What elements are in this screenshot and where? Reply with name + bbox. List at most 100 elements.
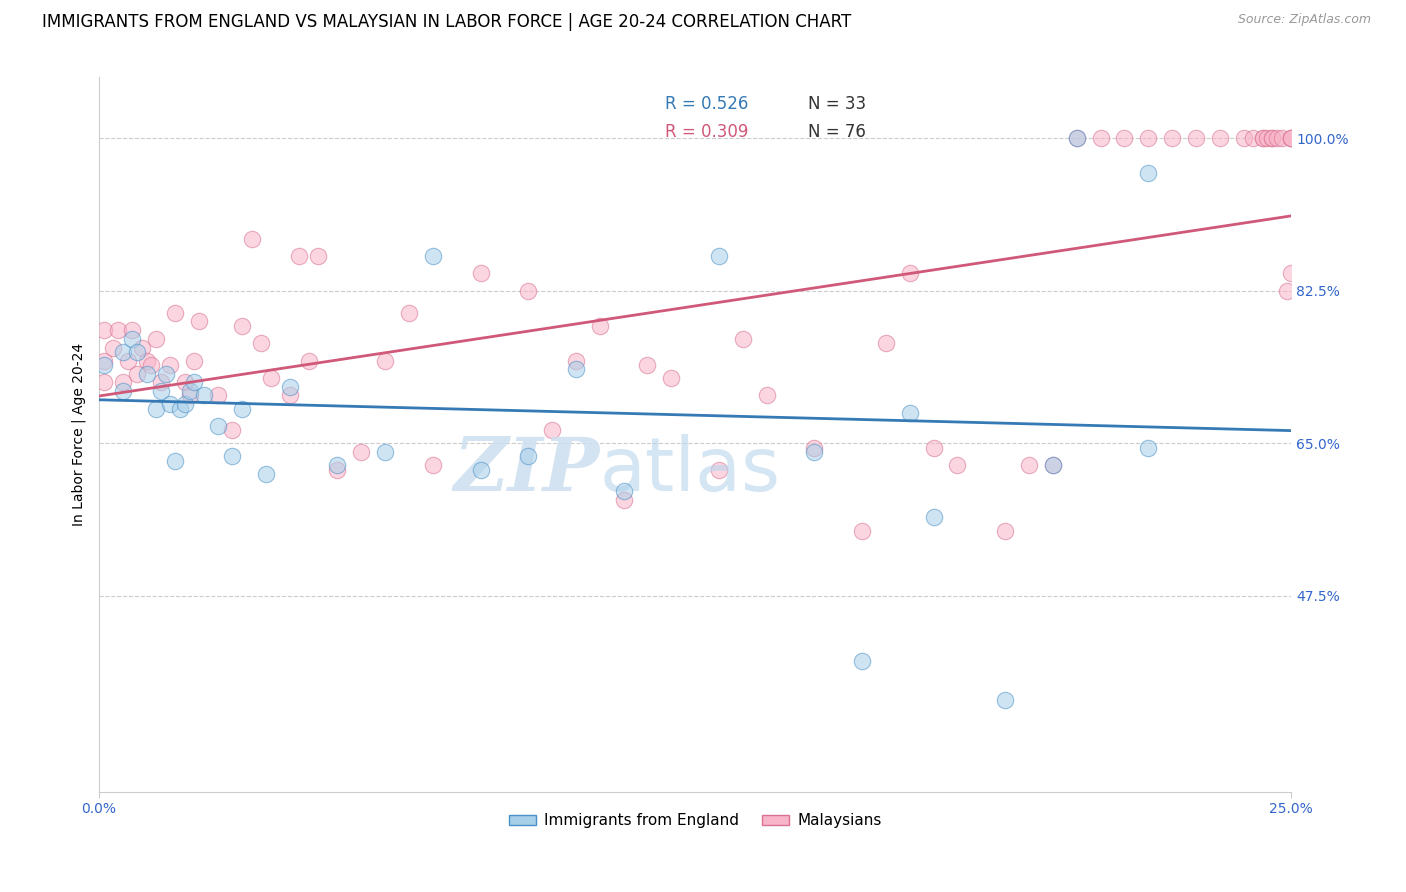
Point (179, 388, 201, 402)
Point (149, 376, 172, 390)
Point (1042, 458, 1064, 473)
Point (1042, 458, 1064, 473)
Point (398, 306, 420, 320)
Point (121, 332, 143, 346)
Point (169, 401, 191, 416)
Point (1137, 441, 1160, 455)
Point (111, 384, 134, 398)
Point (278, 380, 301, 394)
Point (93, 323, 115, 337)
Point (707, 462, 730, 476)
Y-axis label: In Labor Force | Age 20-24: In Labor Force | Age 20-24 (72, 343, 86, 526)
Point (374, 353, 396, 368)
Text: N = 76: N = 76 (808, 123, 866, 141)
Point (994, 693, 1017, 707)
Point (165, 454, 187, 468)
Point (565, 362, 588, 376)
Point (1066, 131, 1088, 145)
Point (1233, 131, 1256, 145)
Point (374, 445, 396, 459)
Text: IMMIGRANTS FROM ENGLAND VS MALAYSIAN IN LABOR FORCE | AGE 20-24 CORRELATION CHAR: IMMIGRANTS FROM ENGLAND VS MALAYSIAN IN … (42, 13, 852, 31)
Point (946, 458, 969, 473)
Point (231, 318, 253, 333)
Point (565, 353, 588, 368)
Point (141, 358, 163, 372)
Point (93, 358, 115, 372)
Point (922, 510, 945, 524)
Point (307, 249, 329, 263)
Point (350, 445, 373, 459)
Point (107, 323, 129, 337)
Point (298, 353, 321, 368)
Point (541, 423, 564, 437)
Point (1256, 131, 1278, 145)
Point (636, 358, 658, 372)
Point (240, 232, 263, 246)
Point (1279, 131, 1302, 145)
Text: atlas: atlas (600, 434, 780, 507)
Point (1279, 131, 1302, 145)
Point (898, 406, 921, 420)
Point (1114, 131, 1136, 145)
Point (803, 441, 825, 455)
Point (803, 445, 825, 459)
Point (165, 306, 187, 320)
Point (111, 345, 134, 359)
Point (207, 419, 229, 434)
Point (188, 314, 211, 328)
Point (145, 401, 167, 416)
Point (1137, 166, 1160, 180)
Point (1261, 131, 1284, 145)
Point (173, 397, 195, 411)
Point (127, 345, 149, 359)
Point (589, 318, 612, 333)
Point (470, 267, 492, 281)
Point (1261, 131, 1284, 145)
Point (922, 441, 945, 455)
Point (1066, 131, 1088, 145)
Point (1137, 131, 1160, 145)
Point (898, 267, 921, 281)
Point (731, 332, 754, 346)
Point (851, 654, 873, 668)
Point (231, 401, 253, 416)
Point (131, 341, 153, 355)
Point (707, 249, 730, 263)
Point (851, 524, 873, 538)
Point (1251, 131, 1274, 145)
Point (93, 376, 115, 390)
Point (1241, 131, 1264, 145)
Point (659, 371, 682, 385)
Point (1209, 131, 1232, 145)
Point (159, 397, 181, 411)
Point (221, 450, 243, 464)
Point (1271, 131, 1294, 145)
Point (127, 367, 149, 381)
Point (326, 458, 349, 473)
Point (193, 388, 215, 402)
Point (613, 484, 636, 499)
Point (1251, 131, 1274, 145)
Point (111, 376, 134, 390)
Point (93, 353, 115, 368)
Point (1275, 284, 1298, 298)
Point (517, 284, 540, 298)
Point (1018, 458, 1040, 473)
Point (173, 376, 195, 390)
Text: R = 0.526: R = 0.526 (665, 95, 749, 113)
Point (121, 323, 143, 337)
Point (259, 371, 281, 385)
Point (159, 358, 181, 372)
Point (135, 367, 157, 381)
Text: R = 0.309: R = 0.309 (665, 123, 749, 141)
Point (207, 388, 229, 402)
Point (1279, 131, 1302, 145)
Point (221, 423, 243, 437)
Point (183, 353, 205, 368)
Point (1161, 131, 1184, 145)
Point (1090, 131, 1112, 145)
Point (183, 376, 205, 390)
Point (422, 249, 444, 263)
Point (155, 367, 177, 381)
Point (326, 462, 349, 476)
